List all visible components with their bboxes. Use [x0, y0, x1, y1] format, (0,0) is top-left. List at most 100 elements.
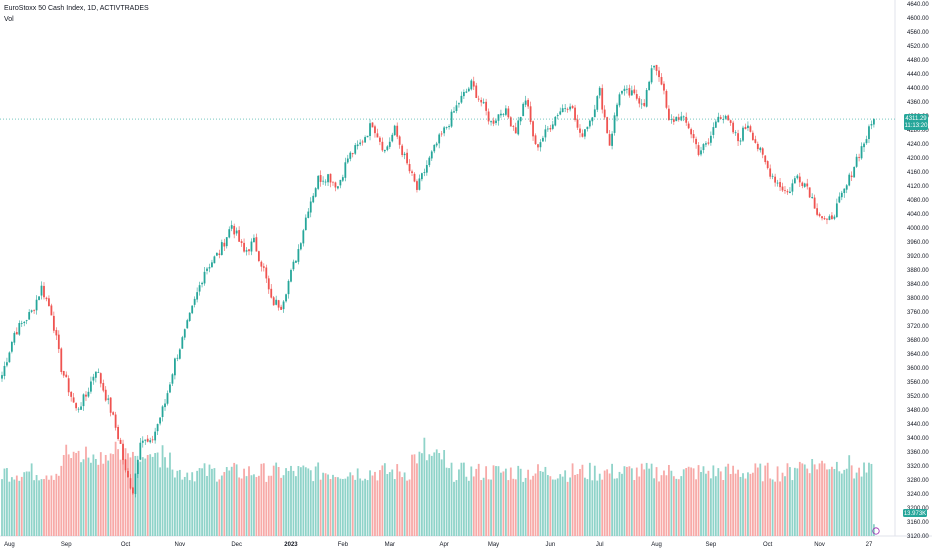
volume-bar: [30, 463, 33, 536]
price-axis[interactable]: 4640.00 4600.00 4560.00 4520.00 4480.00 4440.…: [907, 2, 929, 540]
candle-body: [732, 122, 735, 133]
candle-body: [156, 424, 159, 432]
volume-bar: [356, 468, 359, 536]
volume-bar: [388, 472, 391, 536]
candle-body: [15, 332, 18, 335]
volume-bar: [211, 468, 213, 536]
volume-legend-label[interactable]: Vol: [4, 16, 14, 23]
candle-body: [761, 148, 764, 155]
volume-bar: [450, 462, 453, 536]
volume-bar: [193, 481, 196, 536]
candle-body: [364, 137, 366, 143]
candle-body: [640, 103, 643, 105]
candle-body: [356, 144, 359, 147]
candle-body: [149, 440, 152, 443]
candle-body: [435, 143, 438, 146]
volume-bar: [169, 452, 171, 536]
candle-body: [104, 389, 107, 401]
volume-bar: [598, 473, 601, 536]
volume-bar: [270, 475, 273, 536]
volume-bar: [312, 481, 315, 536]
price-tick-label: 3400.00: [907, 436, 929, 442]
candle-body: [472, 81, 475, 87]
candle-body: [462, 92, 465, 97]
candle-body: [322, 180, 324, 182]
volume-bar: [94, 458, 97, 536]
volume-bar: [613, 478, 616, 536]
candle-body: [295, 260, 297, 263]
candle-body: [828, 216, 831, 220]
volume-bar: [225, 467, 228, 536]
candle-body: [344, 162, 347, 178]
candle-body: [546, 128, 549, 130]
volume-bar: [628, 466, 631, 536]
volume-bar: [174, 477, 176, 536]
candle-body: [285, 294, 287, 302]
candle-body: [299, 243, 302, 250]
candle-body: [692, 134, 695, 139]
candle-body: [537, 144, 539, 148]
volume-bar: [401, 477, 404, 536]
volume-bar: [524, 477, 527, 536]
volume-bar: [648, 468, 651, 536]
candle-body: [99, 373, 102, 384]
volume-bar: [507, 480, 510, 536]
volume-bar: [828, 469, 831, 536]
volume-bar: [341, 479, 344, 536]
candle-body: [697, 145, 700, 155]
volume-bar: [517, 465, 520, 536]
volume-bar: [379, 470, 381, 536]
price-tick-label: 3320.00: [907, 464, 929, 470]
volume-bar: [729, 474, 732, 536]
candle-body: [665, 91, 668, 108]
candle-body: [50, 305, 53, 316]
candle-body: [166, 393, 169, 404]
volume-bar: [129, 457, 132, 536]
candle-body: [779, 182, 781, 188]
candle-body: [744, 126, 747, 130]
candle-body: [705, 143, 707, 145]
time-tick-label: Jul: [596, 542, 604, 548]
candle-body: [700, 150, 702, 155]
candle-body: [43, 285, 45, 298]
volume-bar: [616, 478, 618, 536]
volume-bar: [262, 463, 265, 536]
volume-bar: [77, 450, 80, 536]
volume-bar: [719, 471, 722, 536]
volume-bar: [277, 467, 280, 536]
volume-bar: [50, 475, 53, 536]
volume-bar: [546, 475, 549, 536]
volume-bar: [764, 465, 767, 536]
volume-bar: [769, 478, 772, 536]
candle-body: [816, 208, 818, 215]
volume-bar: [705, 473, 707, 536]
volume-bars: [1, 437, 875, 536]
candle-body: [507, 108, 510, 118]
volume-bar: [462, 462, 465, 536]
candle-body: [317, 175, 320, 189]
volume-bar: [448, 468, 450, 536]
price-tick-label: 3120.00: [907, 534, 929, 540]
volume-bar: [709, 478, 712, 536]
candle-body: [280, 306, 283, 310]
volume-bar: [302, 465, 305, 536]
symbol-title[interactable]: EuroStoxx 50 Cash Index, 1D, ACTIVTRADES: [4, 5, 149, 12]
time-axis[interactable]: Aug Sep Oct Nov Dec 2023 Feb Mar Apr May Jun Jul Aug…: [4, 542, 873, 548]
candle-body: [220, 242, 223, 255]
volume-bar: [62, 455, 65, 536]
volume-bar: [245, 476, 248, 536]
candle-body: [67, 378, 70, 393]
volume-bar: [700, 472, 702, 536]
volume-bar: [747, 472, 749, 536]
candle-body: [729, 120, 732, 123]
volume-bar: [55, 473, 58, 536]
volume-bar: [537, 464, 539, 536]
volume-bar: [475, 468, 478, 536]
candle-body: [386, 146, 389, 150]
volume-bar: [136, 463, 139, 536]
time-tick-label: Jun: [545, 542, 555, 548]
volume-bar: [848, 455, 851, 536]
volume-bar: [803, 464, 806, 536]
volume-bar: [287, 470, 290, 536]
